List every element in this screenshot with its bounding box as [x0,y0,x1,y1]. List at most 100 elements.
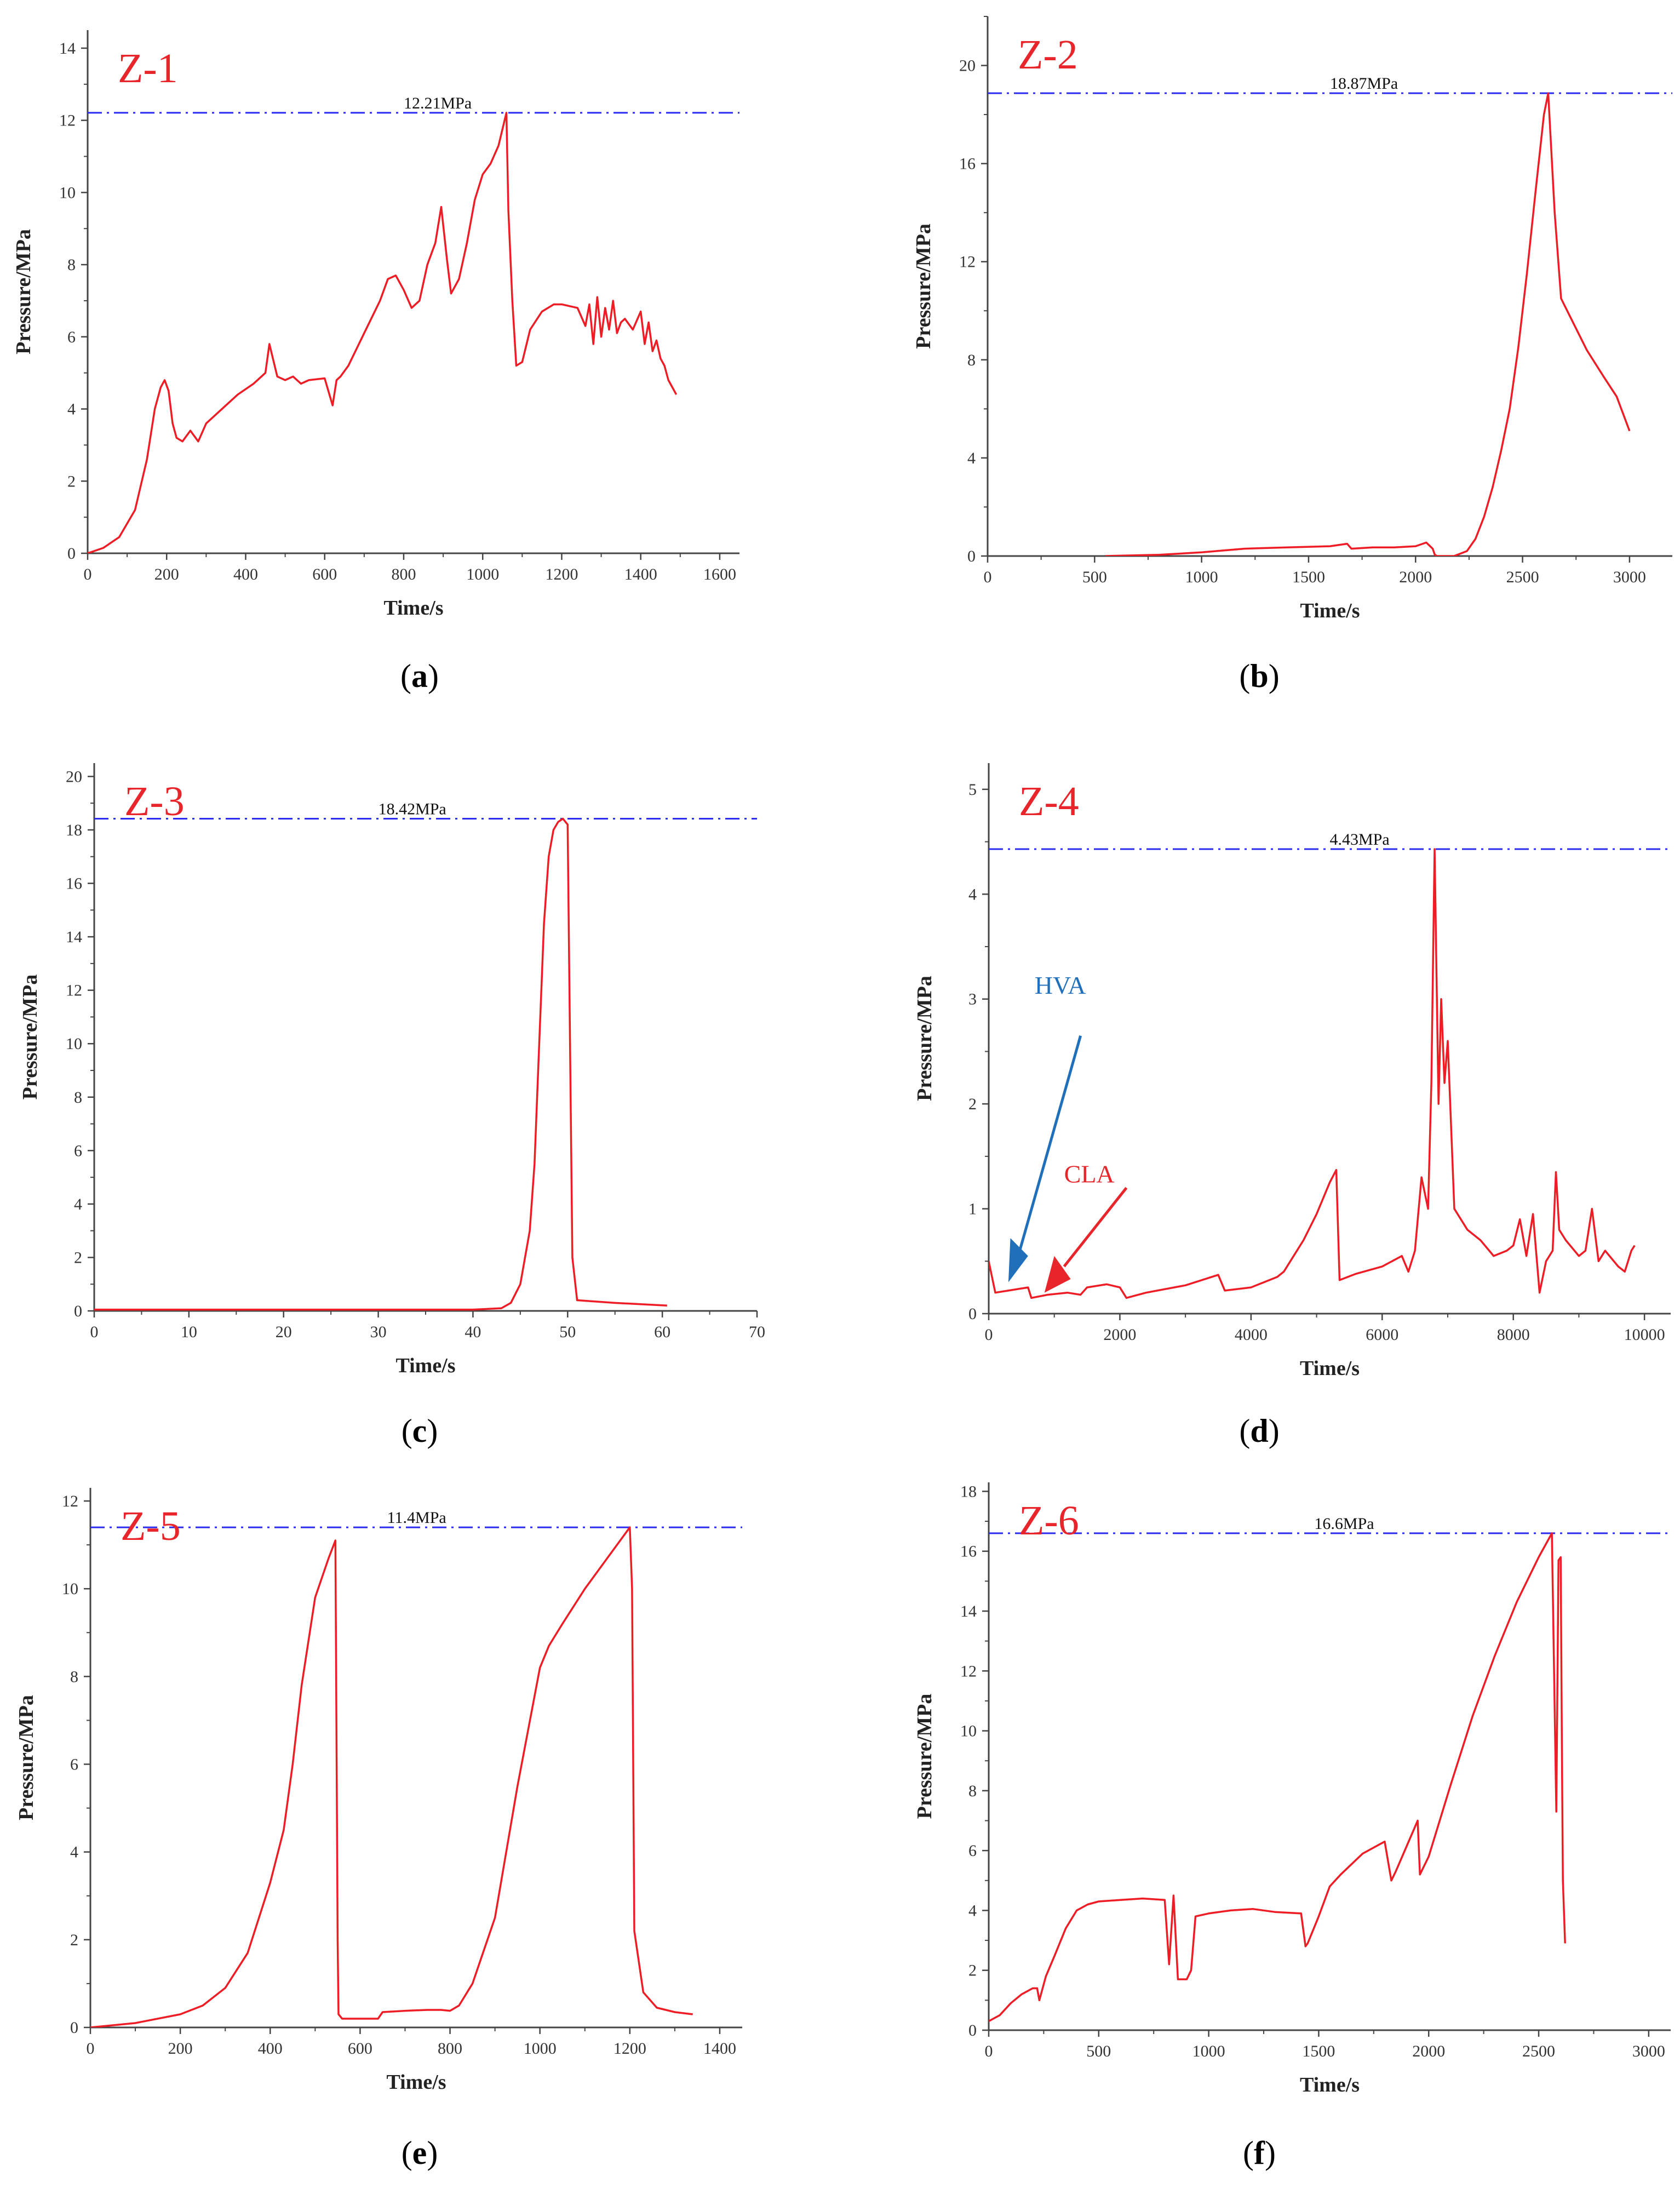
y-tick-label: 12 [959,253,976,271]
x-tick-label: 1000 [1185,568,1218,586]
x-tick-label: 1600 [703,565,736,583]
y-tick-label: 8 [74,1088,82,1107]
x-tick-label: 2500 [1522,2042,1555,2060]
y-tick-label: 2 [70,1931,78,1949]
x-tick-label: 60 [654,1323,670,1341]
y-tick-label: 12 [66,982,82,1000]
y-tick-label: 10 [960,1722,977,1740]
x-tick-label: 2500 [1506,568,1539,586]
x-tick-label: 40 [465,1323,481,1341]
y-tick-label: 20 [66,767,82,786]
y-tick-label: 10 [59,184,76,202]
chart-z4-svg: 0 2000 4000 6000 8000 10000 0 1 2 3 4 5 Time/s Pressu… [913,763,1671,1380]
y-tick-label: 10 [62,1580,78,1598]
x-tick-label: 1400 [703,2039,736,2058]
peak-value-label: 18.87MPa [1330,75,1398,93]
x-tick-label: 1000 [466,565,499,583]
panel-title: Z-4 [1019,778,1079,824]
x-tick-label: 800 [391,565,416,583]
y-tick-label: 4 [70,1843,78,1861]
x-tick-label: 0 [985,2042,993,2060]
chart-panel-c: 0 10 20 30 40 50 60 70 0 2 4 6 8 10 12 14 16 18 20 Time/s Pr… [0,733,840,1466]
x-tick-label: 400 [233,565,258,583]
y-tick-label: 4 [967,449,976,467]
y-tick-label: 4 [968,1901,977,1920]
x-tick-label: 70 [749,1323,765,1341]
y-axis-title: Pressure/MPa [913,976,936,1101]
y-axis-title: Pressure/MPa [19,975,42,1100]
y-tick-label: 5 [968,781,977,799]
chart-z2-svg: 0 500 1000 1500 2000 2500 3000 0 4 8 12 16 20 Time/s P… [912,16,1672,622]
y-tick-label: 12 [59,112,76,130]
cla-annotation: CLA [1064,1160,1115,1188]
y-tick-label: 20 [959,57,976,75]
x-tick-label: 600 [348,2039,372,2058]
y-tick-label: 16 [960,1543,977,1561]
x-tick-label: 30 [370,1323,387,1341]
pressure-series-line [88,112,678,553]
y-tick-label: 12 [62,1492,78,1510]
cla-arrow-head [1044,1256,1071,1293]
cla-arrow-shaft [1063,1187,1128,1268]
y-tick-label: 0 [70,2019,78,2037]
x-tick-label: 1000 [524,2039,557,2058]
x-tick-label: 200 [154,565,179,583]
chart-panel-b: 0 500 1000 1500 2000 2500 3000 0 4 8 12 16 20 Time/s P… [840,0,1679,733]
chart-panel-d: 0 2000 4000 6000 8000 10000 0 1 2 3 4 5 Time/s Pressu… [840,733,1679,1466]
x-axis-title: Time/s [386,2071,446,2094]
x-tick-label: 500 [1082,568,1107,586]
y-tick-label: 6 [968,1842,977,1860]
y-tick-label: 14 [66,928,82,946]
x-tick-label: 1200 [545,565,578,583]
x-tick-label: 200 [168,2039,193,2058]
y-axis-title: Pressure/MPa [12,229,35,354]
caption-d: (d) [1239,1413,1280,1449]
panel-title: Z-1 [118,45,178,91]
hva-arrow-shaft [1017,1035,1082,1257]
y-tick-label: 8 [70,1668,78,1686]
y-tick-label: 2 [67,472,76,490]
x-tick-label: 2000 [1399,568,1432,586]
chart-z5-svg: 0 200 400 600 800 1000 1200 1400 0 2 4 6 8 10 12 Time/s… [15,1488,742,2094]
y-tick-label: 0 [74,1302,82,1320]
panel-title: Z-6 [1019,1498,1079,1544]
y-tick-label: 2 [74,1248,82,1267]
y-tick-label: 2 [968,1095,977,1113]
x-tick-label: 3000 [1632,2042,1665,2060]
pressure-series-line [1105,92,1631,556]
y-tick-label: 4 [968,885,977,903]
x-tick-label: 0 [84,565,92,583]
caption-e: (e) [401,2135,438,2171]
y-tick-label: 0 [968,2021,977,2039]
x-tick-label: 2000 [1412,2042,1445,2060]
y-tick-label: 6 [67,328,76,346]
caption-f: (f) [1243,2135,1276,2171]
panel-title: Z-5 [121,1503,181,1549]
y-tick-label: 0 [67,545,76,563]
x-tick-label: 3000 [1613,568,1646,586]
y-tick-label: 14 [960,1602,977,1620]
x-tick-label: 10 [181,1323,197,1341]
panel-title: Z-2 [1018,32,1078,78]
x-tick-label: 600 [312,565,337,583]
x-tick-label: 500 [1086,2042,1111,2060]
y-tick-label: 16 [66,875,82,893]
chart-panel-a: 0 200 400 600 800 1000 1200 1400 1600 0 2 4 6 8 10 12 14… [0,0,840,733]
y-tick-label: 18 [960,1482,977,1500]
x-tick-label: 0 [985,1326,993,1344]
panel-title: Z-3 [124,778,185,824]
pressure-series-line [989,848,1636,1299]
chart-panel-e: 0 200 400 600 800 1000 1200 1400 0 2 4 6 8 10 12 Time/s… [0,1466,840,2199]
x-tick-label: 4000 [1235,1326,1268,1344]
x-tick-label: 1000 [1192,2042,1225,2060]
chart-z1-svg: 0 200 400 600 800 1000 1200 1400 1600 0 2 4 6 8 10 12 14… [12,30,739,620]
y-tick-label: 8 [67,256,76,274]
x-tick-label: 1500 [1292,568,1325,586]
x-tick-label: 0 [90,1323,99,1341]
y-tick-label: 0 [967,547,976,565]
peak-value-label: 12.21MPa [404,94,472,112]
y-tick-label: 14 [59,39,76,58]
x-tick-label: 1400 [624,565,657,583]
y-tick-label: 6 [70,1756,78,1774]
x-tick-label: 10000 [1624,1326,1665,1344]
